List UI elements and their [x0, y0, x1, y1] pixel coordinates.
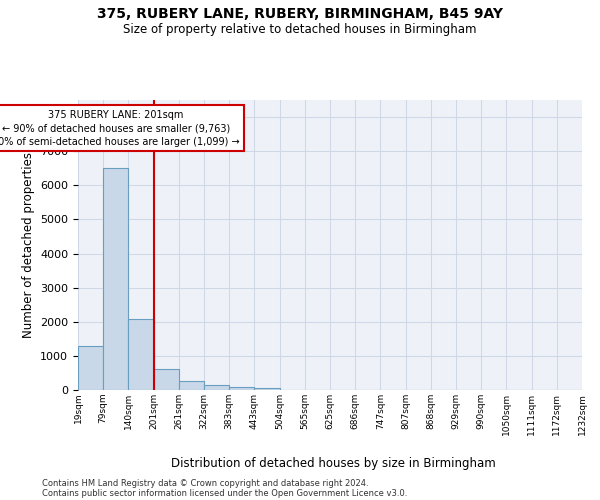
Bar — [128, 319, 154, 390]
Bar — [204, 385, 229, 390]
Text: Contains public sector information licensed under the Open Government Licence v3: Contains public sector information licen… — [42, 488, 407, 498]
Text: Contains HM Land Registry data © Crown copyright and database right 2024.: Contains HM Land Registry data © Crown c… — [42, 478, 368, 488]
Text: 375 RUBERY LANE: 201sqm
← 90% of detached houses are smaller (9,763)
10% of semi: 375 RUBERY LANE: 201sqm ← 90% of detache… — [0, 110, 239, 146]
Text: Distribution of detached houses by size in Birmingham: Distribution of detached houses by size … — [170, 458, 496, 470]
Text: 375, RUBERY LANE, RUBERY, BIRMINGHAM, B45 9AY: 375, RUBERY LANE, RUBERY, BIRMINGHAM, B4… — [97, 8, 503, 22]
Y-axis label: Number of detached properties: Number of detached properties — [22, 152, 35, 338]
Bar — [78, 346, 103, 390]
Bar — [229, 387, 254, 390]
Bar — [254, 388, 280, 390]
Bar — [154, 368, 179, 390]
Text: Size of property relative to detached houses in Birmingham: Size of property relative to detached ho… — [123, 22, 477, 36]
Bar — [179, 382, 204, 390]
Bar — [103, 168, 128, 390]
